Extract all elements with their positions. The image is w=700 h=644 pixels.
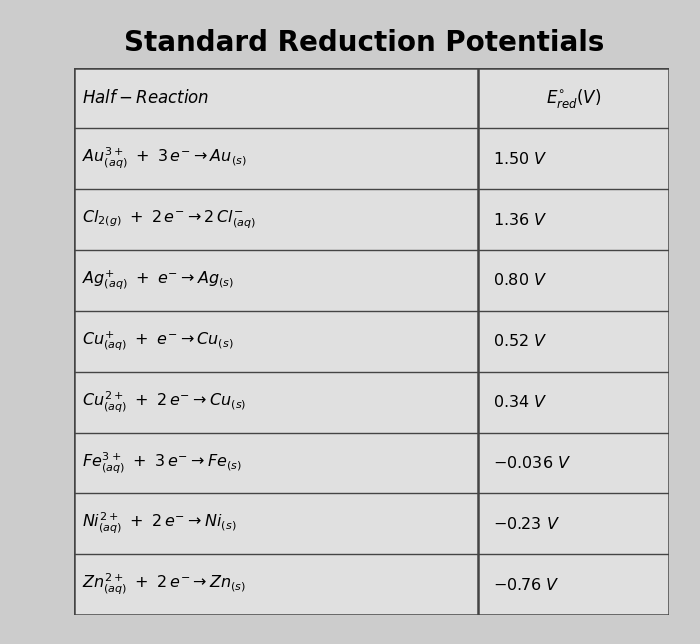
Text: $Cu^{2+}_{(aq)}\ +\ 2\,e^{-} \rightarrow Cu_{(s)}$: $Cu^{2+}_{(aq)}\ +\ 2\,e^{-} \rightarrow… <box>83 390 246 415</box>
Text: $Au^{3+}_{(aq)}\ +\ 3\,e^{-} \rightarrow Au_{(s)}$: $Au^{3+}_{(aq)}\ +\ 3\,e^{-} \rightarrow… <box>83 146 247 171</box>
Text: $-0.036\ V$: $-0.036\ V$ <box>493 455 571 471</box>
Text: $0.80\ V$: $0.80\ V$ <box>493 272 547 289</box>
Text: $Zn^{2+}_{(aq)}\ +\ 2\,e^{-} \rightarrow Zn_{(s)}$: $Zn^{2+}_{(aq)}\ +\ 2\,e^{-} \rightarrow… <box>83 572 246 597</box>
Text: $1.50\ V$: $1.50\ V$ <box>493 151 547 167</box>
Text: $-0.23\ V$: $-0.23\ V$ <box>493 516 560 532</box>
Text: $Ag^{+}_{(aq)}\ +\ e^{-} \rightarrow Ag_{(s)}$: $Ag^{+}_{(aq)}\ +\ e^{-} \rightarrow Ag_… <box>83 269 234 292</box>
Text: $0.52\ V$: $0.52\ V$ <box>493 334 547 349</box>
Text: $-0.76\ V$: $-0.76\ V$ <box>493 576 560 592</box>
Text: $0.34\ V$: $0.34\ V$ <box>493 394 547 410</box>
Text: $E^{\circ}_{red}(V)$: $E^{\circ}_{red}(V)$ <box>546 86 601 109</box>
Text: $Fe^{3+}_{(aq)}\ +\ 3\,e^{-} \rightarrow Fe_{(s)}$: $Fe^{3+}_{(aq)}\ +\ 3\,e^{-} \rightarrow… <box>83 450 242 475</box>
Text: $\mathit{Half} - \mathit{Reaction}$: $\mathit{Half} - \mathit{Reaction}$ <box>83 89 210 107</box>
Text: $Cu^{+}_{(aq)}\ +\ e^{-} \rightarrow Cu_{(s)}$: $Cu^{+}_{(aq)}\ +\ e^{-} \rightarrow Cu_… <box>83 330 234 353</box>
Text: $1.36\ V$: $1.36\ V$ <box>493 212 547 228</box>
Text: $Ni^{2+}_{(aq)}\ +\ 2\,e^{-} \rightarrow Ni_{(s)}$: $Ni^{2+}_{(aq)}\ +\ 2\,e^{-} \rightarrow… <box>83 511 237 536</box>
Text: Standard Reduction Potentials: Standard Reduction Potentials <box>124 29 604 57</box>
Text: $Cl_{2(g)}\ +\ 2\,e^{-} \rightarrow 2\,Cl^{-}_{(aq)}$: $Cl_{2(g)}\ +\ 2\,e^{-} \rightarrow 2\,C… <box>83 209 256 231</box>
